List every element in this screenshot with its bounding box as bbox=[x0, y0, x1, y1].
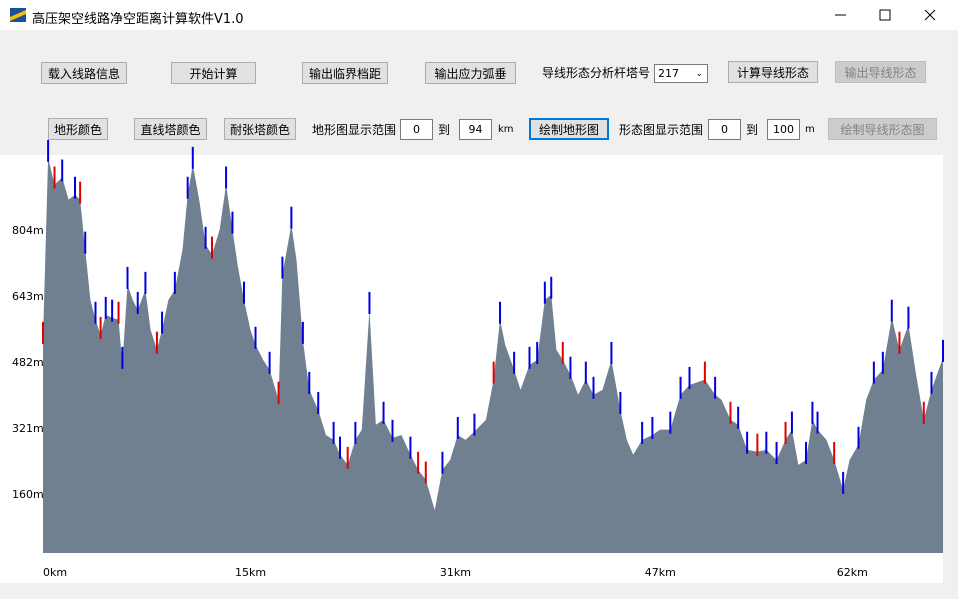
app-icon-stripe bbox=[10, 10, 26, 21]
terrain-area bbox=[43, 157, 943, 553]
m-label: m bbox=[805, 124, 815, 135]
draw-shape-button: 绘制导线形态图 bbox=[828, 118, 937, 140]
maximize-icon[interactable] bbox=[879, 9, 891, 21]
terrain-to-input[interactable]: 94 bbox=[459, 119, 492, 140]
y-tick-label: 643m bbox=[12, 290, 44, 303]
load-button[interactable]: 载入线路信息 bbox=[41, 62, 127, 84]
terrain-color-button[interactable]: 地形颜色 bbox=[48, 118, 108, 140]
shape-from-input[interactable]: 0 bbox=[708, 119, 741, 140]
y-tick-label: 482m bbox=[12, 356, 44, 369]
km-label: km bbox=[498, 124, 514, 135]
x-tick-label: 15km bbox=[235, 566, 266, 579]
title-bar bbox=[0, 0, 958, 30]
tower-label: 导线形态分析杆塔号 bbox=[542, 66, 651, 80]
draw-terrain-button[interactable]: 绘制地形图 bbox=[529, 118, 609, 140]
x-tick-label: 47km bbox=[645, 566, 676, 579]
y-tick-label: 804m bbox=[12, 224, 44, 237]
terrain-from-input[interactable]: 0 bbox=[400, 119, 433, 140]
window-title: 高压架空线路净空距离计算软件V1.0 bbox=[32, 12, 244, 27]
critical-button[interactable]: 输出临界档距 bbox=[302, 62, 388, 84]
y-tick-label: 160m bbox=[12, 488, 44, 501]
close-icon[interactable] bbox=[924, 9, 936, 21]
to-label: 到 bbox=[746, 123, 759, 137]
x-tick-label: 31km bbox=[440, 566, 471, 579]
tension-color-button[interactable]: 耐张塔颜色 bbox=[224, 118, 296, 140]
x-tick-label: 62km bbox=[837, 566, 868, 579]
sag-button[interactable]: 输出应力弧垂 bbox=[425, 62, 516, 84]
calc-shape-button[interactable]: 计算导线形态 bbox=[728, 61, 818, 83]
panel-edge bbox=[943, 155, 958, 583]
to-label: 到 bbox=[438, 123, 451, 137]
tower-select[interactable]: 217 ⌄ bbox=[654, 64, 708, 83]
terrain-range-label: 地形图显示范围 bbox=[312, 123, 397, 137]
straight-color-button[interactable]: 直线塔颜色 bbox=[134, 118, 207, 140]
shape-range-label: 形态图显示范围 bbox=[619, 123, 704, 137]
dropdown-arrow: ⌄ bbox=[695, 68, 703, 79]
start-button[interactable]: 开始计算 bbox=[171, 62, 256, 84]
shape-to-input[interactable]: 100 bbox=[767, 119, 800, 140]
tower-select-value: 217 bbox=[658, 67, 679, 80]
x-tick-label: 0km bbox=[43, 566, 67, 579]
export-shape-button: 输出导线形态 bbox=[835, 61, 926, 83]
y-tick-label: 321m bbox=[12, 422, 44, 435]
